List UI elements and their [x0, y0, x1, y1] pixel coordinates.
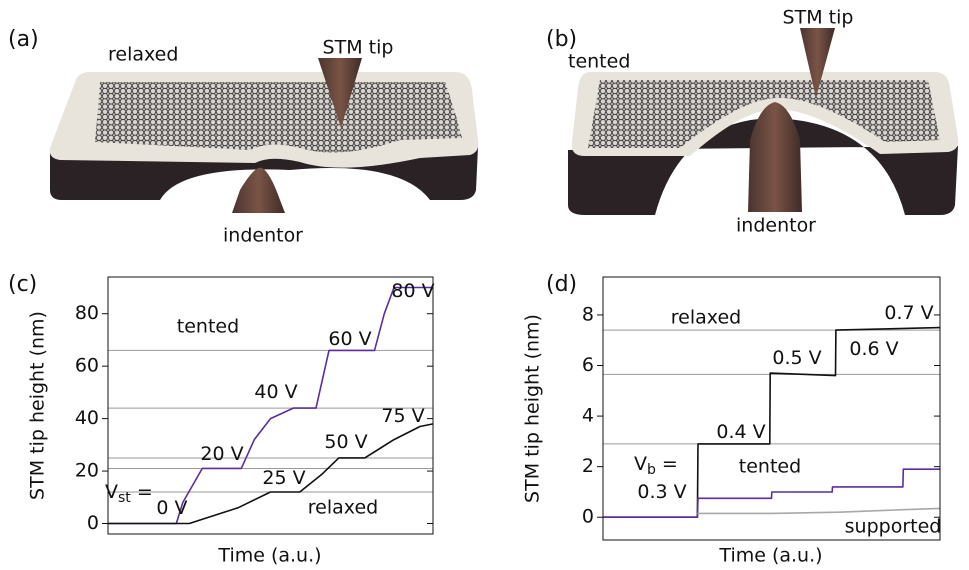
- annotation-text: 0 V: [156, 497, 187, 519]
- panel-label: (b): [546, 27, 577, 52]
- annotation-text: 60 V: [328, 328, 371, 350]
- figure: (a) relaxed STM tip indentor (b) tented …: [0, 0, 969, 570]
- y-axis-label: STM tip height (nm): [27, 311, 49, 500]
- y-tick-label: 60: [75, 355, 99, 377]
- annotation-subscript: st: [118, 490, 131, 506]
- series-label: relaxed: [671, 307, 741, 329]
- tip-label: STM tip: [783, 7, 854, 29]
- annotation: 0 V: [156, 497, 187, 519]
- y-tick-label: 0: [582, 506, 594, 528]
- y-tick-label: 80: [75, 302, 99, 324]
- series-line: [697, 508, 940, 513]
- state-label: tented: [568, 51, 630, 73]
- annotation: 0.3 V: [637, 481, 686, 503]
- annotation-text: 25 V: [262, 467, 305, 489]
- annotation: 0.6 V: [849, 338, 898, 360]
- annotation-text: 0.5 V: [772, 347, 821, 369]
- annotation-text: V: [634, 453, 647, 475]
- y-axis-label: STM tip height (nm): [522, 314, 544, 503]
- series-label: supported: [845, 516, 942, 538]
- y-tick-label: 6: [582, 354, 594, 376]
- y-tick-label: 2: [582, 455, 594, 477]
- panel-label: (d): [546, 272, 577, 297]
- state-label: relaxed: [108, 44, 178, 66]
- annotation-text: 75 V: [381, 405, 424, 427]
- y-tick-label: 4: [582, 405, 594, 427]
- series-label: tented: [177, 316, 239, 338]
- annotation-text: 40 V: [254, 381, 297, 403]
- annotation-subscript: b: [647, 462, 656, 478]
- illustration-a: [50, 58, 479, 213]
- tip-label: STM tip: [323, 37, 394, 59]
- annotation: 50 V: [324, 431, 367, 453]
- x-axis-label: Time (a.u.): [718, 545, 822, 567]
- annotation: 60 V: [328, 328, 371, 350]
- annotation-suffix: =: [131, 481, 153, 503]
- y-tick-label: 40: [75, 407, 99, 429]
- annotation: 0.7 V: [884, 302, 933, 324]
- annotation: Vst =: [105, 481, 153, 507]
- annotation-text: 80 V: [391, 280, 434, 302]
- panel-label: (c): [8, 272, 37, 297]
- annotation-text: 50 V: [324, 431, 367, 453]
- annotation: 0.5 V: [772, 347, 821, 369]
- y-tick-label: 20: [75, 460, 99, 482]
- annotation: 75 V: [381, 405, 424, 427]
- series-label: tented: [739, 456, 801, 478]
- y-tick-label: 0: [87, 512, 99, 534]
- annotation: 40 V: [254, 381, 297, 403]
- annotation-text: 0.3 V: [637, 481, 686, 503]
- annotation-text: 20 V: [200, 443, 243, 465]
- annotation-suffix: =: [656, 453, 678, 475]
- y-tick-label: 8: [582, 303, 594, 325]
- annotation: 25 V: [262, 467, 305, 489]
- annotation-text: V: [105, 481, 118, 503]
- x-axis-label: Time (a.u.): [217, 545, 321, 567]
- annotation: 80 V: [391, 280, 434, 302]
- annotation-text: 0.7 V: [884, 302, 933, 324]
- indentor-label: indentor: [223, 225, 303, 247]
- annotation: Vb =: [634, 453, 678, 479]
- annotation: 20 V: [200, 443, 243, 465]
- panel-label: (a): [8, 27, 39, 52]
- annotation: 0.4 V: [716, 421, 765, 443]
- indentor-label: indentor: [736, 215, 816, 237]
- annotation-text: 0.6 V: [849, 338, 898, 360]
- series-label: relaxed: [308, 497, 378, 519]
- annotation-text: 0.4 V: [716, 421, 765, 443]
